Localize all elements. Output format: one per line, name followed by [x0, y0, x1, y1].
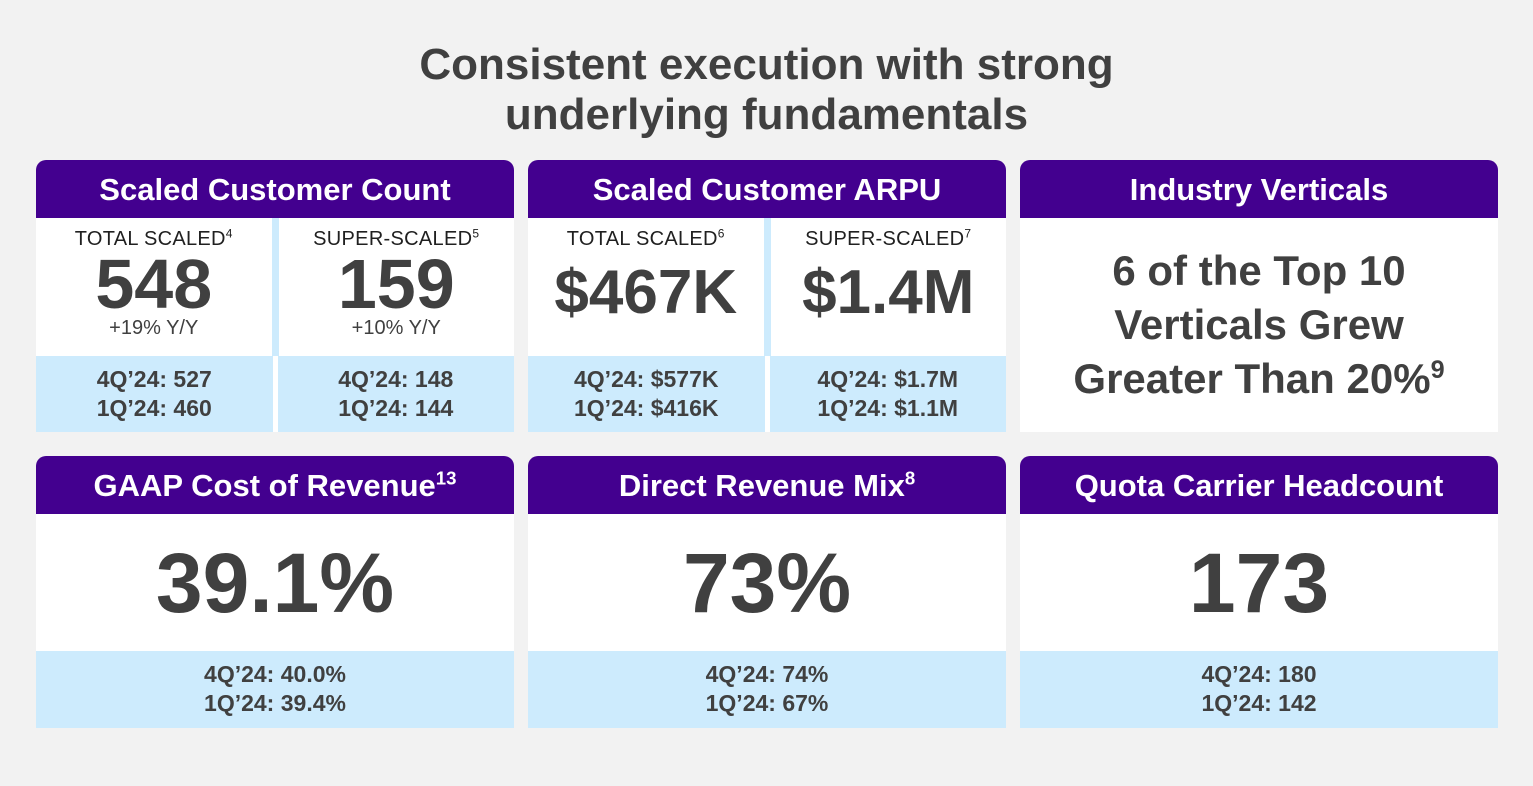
- card-header: Direct Revenue Mix8: [528, 456, 1006, 514]
- total-scaled: TOTAL SCALED6 $467K: [528, 218, 764, 356]
- total-scaled: TOTAL SCALED4 548 +19% Y/Y: [36, 218, 272, 356]
- scaled-customer-count-card: Scaled Customer Count TOTAL SCALED4 548 …: [36, 160, 514, 432]
- card-header: GAAP Cost of Revenue13: [36, 456, 514, 514]
- card-header: Quota Carrier Headcount: [1020, 456, 1498, 514]
- metric-value: 39.1%: [155, 536, 395, 630]
- comparison: 4Q’24: 180 1Q’24: 142: [1201, 661, 1317, 716]
- card-header: Industry Verticals: [1020, 160, 1498, 218]
- page-title: Consistent execution with strong underly…: [419, 40, 1114, 139]
- metric-value: 173: [1188, 536, 1330, 630]
- verticals-statement: 6 of the Top 10 Verticals Grew Greater T…: [1020, 218, 1498, 432]
- card-header: Scaled Customer Count: [36, 160, 514, 218]
- direct-revenue-mix-card: Direct Revenue Mix8 73% 4Q’24: 74% 1Q’24:…: [528, 456, 1006, 728]
- gaap-cost-of-revenue-card: GAAP Cost of Revenue13 39.1% 4Q’24: 40.0…: [36, 456, 514, 728]
- card-header: Scaled Customer ARPU: [528, 160, 1006, 218]
- metric-value: 548: [95, 245, 213, 323]
- scaled-customer-arpu-card: Scaled Customer ARPU TOTAL SCALED6 $467K…: [528, 160, 1006, 432]
- comparison: 4Q’24: 40.0% 1Q’24: 39.4%: [204, 661, 346, 716]
- quota-carrier-headcount-card: Quota Carrier Headcount 173 4Q’24: 180 1Q…: [1020, 456, 1498, 728]
- industry-verticals-card: Industry Verticals 6 of the Top 10 Verti…: [1020, 160, 1498, 432]
- super-scaled: SUPER-SCALED5 159 +10% Y/Y: [271, 218, 515, 356]
- comparison: 4Q’24: 148 1Q’24: 144: [272, 356, 515, 432]
- super-scaled: SUPER-SCALED7 $1.4M: [763, 218, 1007, 356]
- metric-value: 159: [337, 245, 455, 323]
- comparison: 4Q’24: $577K 1Q’24: $416K: [574, 366, 719, 421]
- comparison: 4Q’24: $1.7M 1Q’24: $1.1M: [764, 356, 1007, 432]
- comparison: 4Q’24: 74% 1Q’24: 67%: [705, 661, 829, 716]
- metric-value: $1.4M: [802, 258, 975, 327]
- comparison: 4Q’24: 527 1Q’24: 460: [96, 366, 212, 421]
- metric-value: 73%: [682, 536, 852, 630]
- metric-value: $467K: [554, 258, 738, 327]
